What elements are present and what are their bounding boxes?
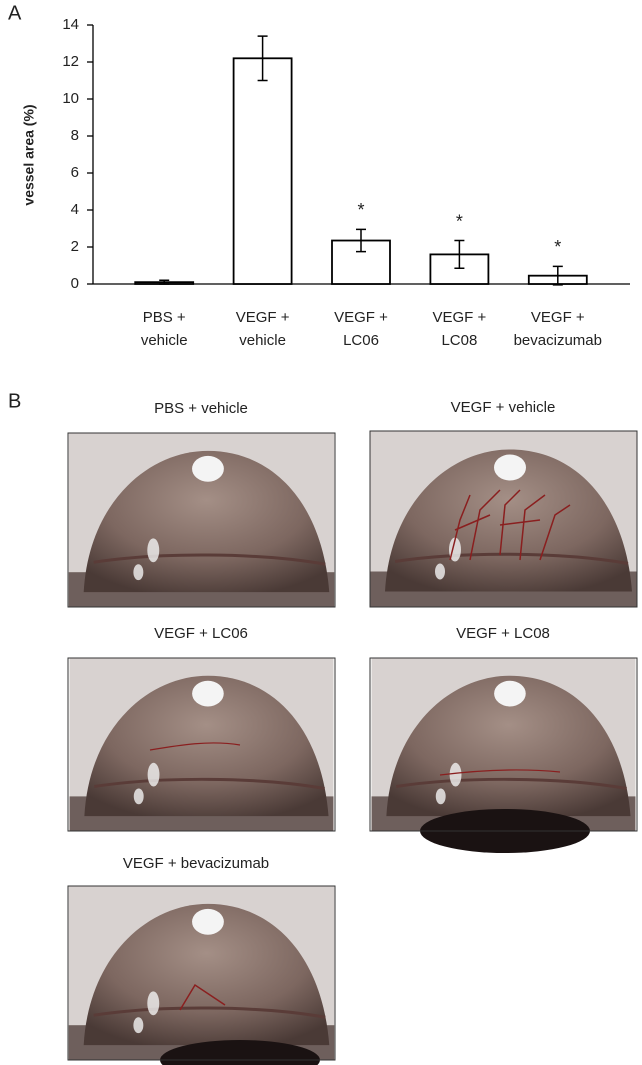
y-tick-label: 4 xyxy=(71,201,79,218)
x-tick-label: PBS + xyxy=(143,309,186,326)
x-tick-label: VEGF + xyxy=(531,309,585,326)
y-tick-label: 14 xyxy=(62,16,79,33)
error-bar xyxy=(552,265,563,286)
photo-caption: VEGF + vehicle xyxy=(451,399,556,416)
error-bar xyxy=(257,35,268,82)
error-bar xyxy=(159,279,170,285)
x-tick-label: bevacizumab xyxy=(514,332,602,349)
x-tick-label: VEGF + xyxy=(334,309,388,326)
photo-caption: PBS + vehicle xyxy=(154,400,248,417)
photo-caption: VEGF + LC06 xyxy=(154,625,248,642)
y-tick-label: 12 xyxy=(62,53,79,70)
photo: VEGF + LC06 xyxy=(67,625,336,832)
photo: VEGF + LC08 xyxy=(369,625,638,853)
x-tick-label: vehicle xyxy=(239,332,286,349)
error-bar xyxy=(454,239,465,270)
x-tick-label: VEGF + xyxy=(433,309,487,326)
significance-marker: * xyxy=(357,200,364,220)
photo: VEGF + bevacizumab xyxy=(67,855,336,1065)
bar xyxy=(232,57,293,285)
y-tick-label: 8 xyxy=(71,127,79,144)
panel-label: B xyxy=(8,390,21,412)
significance-marker: * xyxy=(554,237,561,257)
x-tick-label: vehicle xyxy=(141,332,188,349)
photo-caption: VEGF + bevacizumab xyxy=(123,855,269,872)
y-tick-label: 6 xyxy=(71,164,79,181)
x-tick-label: LC06 xyxy=(343,332,379,349)
y-tick-label: 0 xyxy=(71,275,79,292)
y-axis-label: vessel area (%) xyxy=(21,104,37,205)
panel-label: A xyxy=(8,2,22,24)
y-tick-label: 2 xyxy=(71,238,79,255)
error-bar xyxy=(356,228,366,253)
x-tick-label: VEGF + xyxy=(236,309,290,326)
photo: VEGF + vehicle xyxy=(369,399,638,608)
significance-marker: * xyxy=(456,211,463,231)
x-tick-label: LC08 xyxy=(441,332,477,349)
photo-caption: VEGF + LC08 xyxy=(456,625,550,642)
photo: PBS + vehicle xyxy=(67,400,336,608)
y-tick-label: 10 xyxy=(62,90,79,107)
